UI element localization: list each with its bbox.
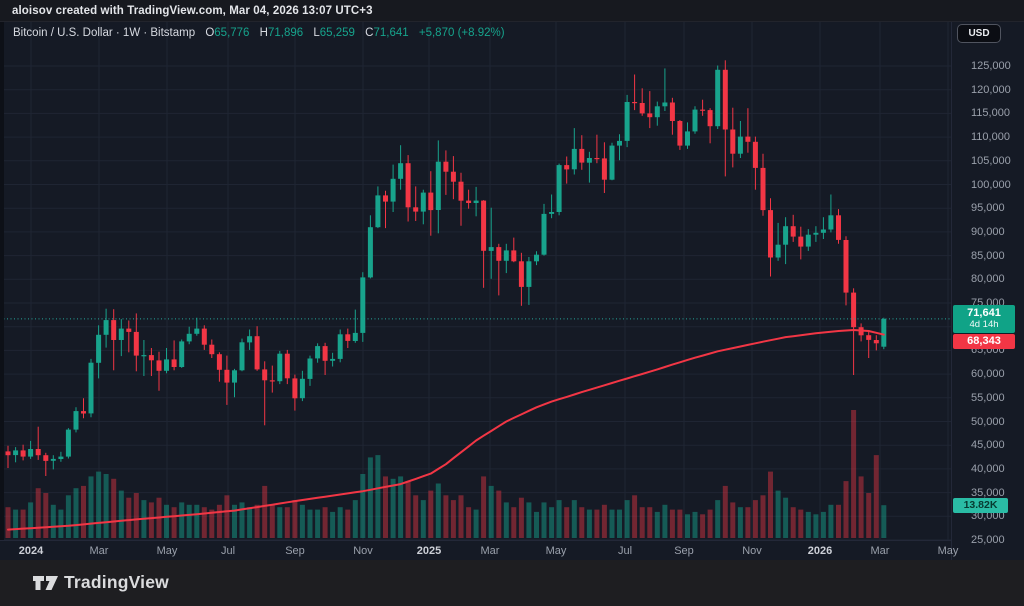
high-value: 71,896 [267, 27, 304, 39]
open-label: O [205, 27, 215, 39]
close-value: 71,641 [373, 27, 409, 39]
chart-legend: Bitcoin / U.S. Dollar · 1W · Bitstamp O6… [13, 27, 505, 39]
attribution-text: aloisov created with TradingView.com, Ma… [12, 5, 373, 17]
chart-pane[interactable] [0, 22, 1024, 560]
symbol-title[interactable]: Bitcoin / U.S. Dollar · 1W · Bitstamp [13, 27, 196, 39]
close-label: C [365, 27, 374, 39]
low-label: L [313, 27, 320, 39]
left-margin-strip [0, 22, 4, 540]
change-value: +5,870 (+8.92%) [418, 27, 505, 39]
candlestick-plot[interactable] [0, 22, 1024, 560]
currency-toggle-button[interactable]: USD [957, 24, 1001, 43]
attribution-bar: aloisov created with TradingView.com, Ma… [0, 0, 1024, 22]
footer-bar: TradingView [0, 560, 1024, 606]
open-value: 65,776 [214, 27, 250, 39]
low-value: 65,259 [319, 27, 355, 39]
tradingview-brand-text[interactable]: TradingView [64, 572, 169, 592]
high-label: H [259, 27, 268, 39]
tradingview-logo-icon[interactable] [33, 573, 59, 595]
